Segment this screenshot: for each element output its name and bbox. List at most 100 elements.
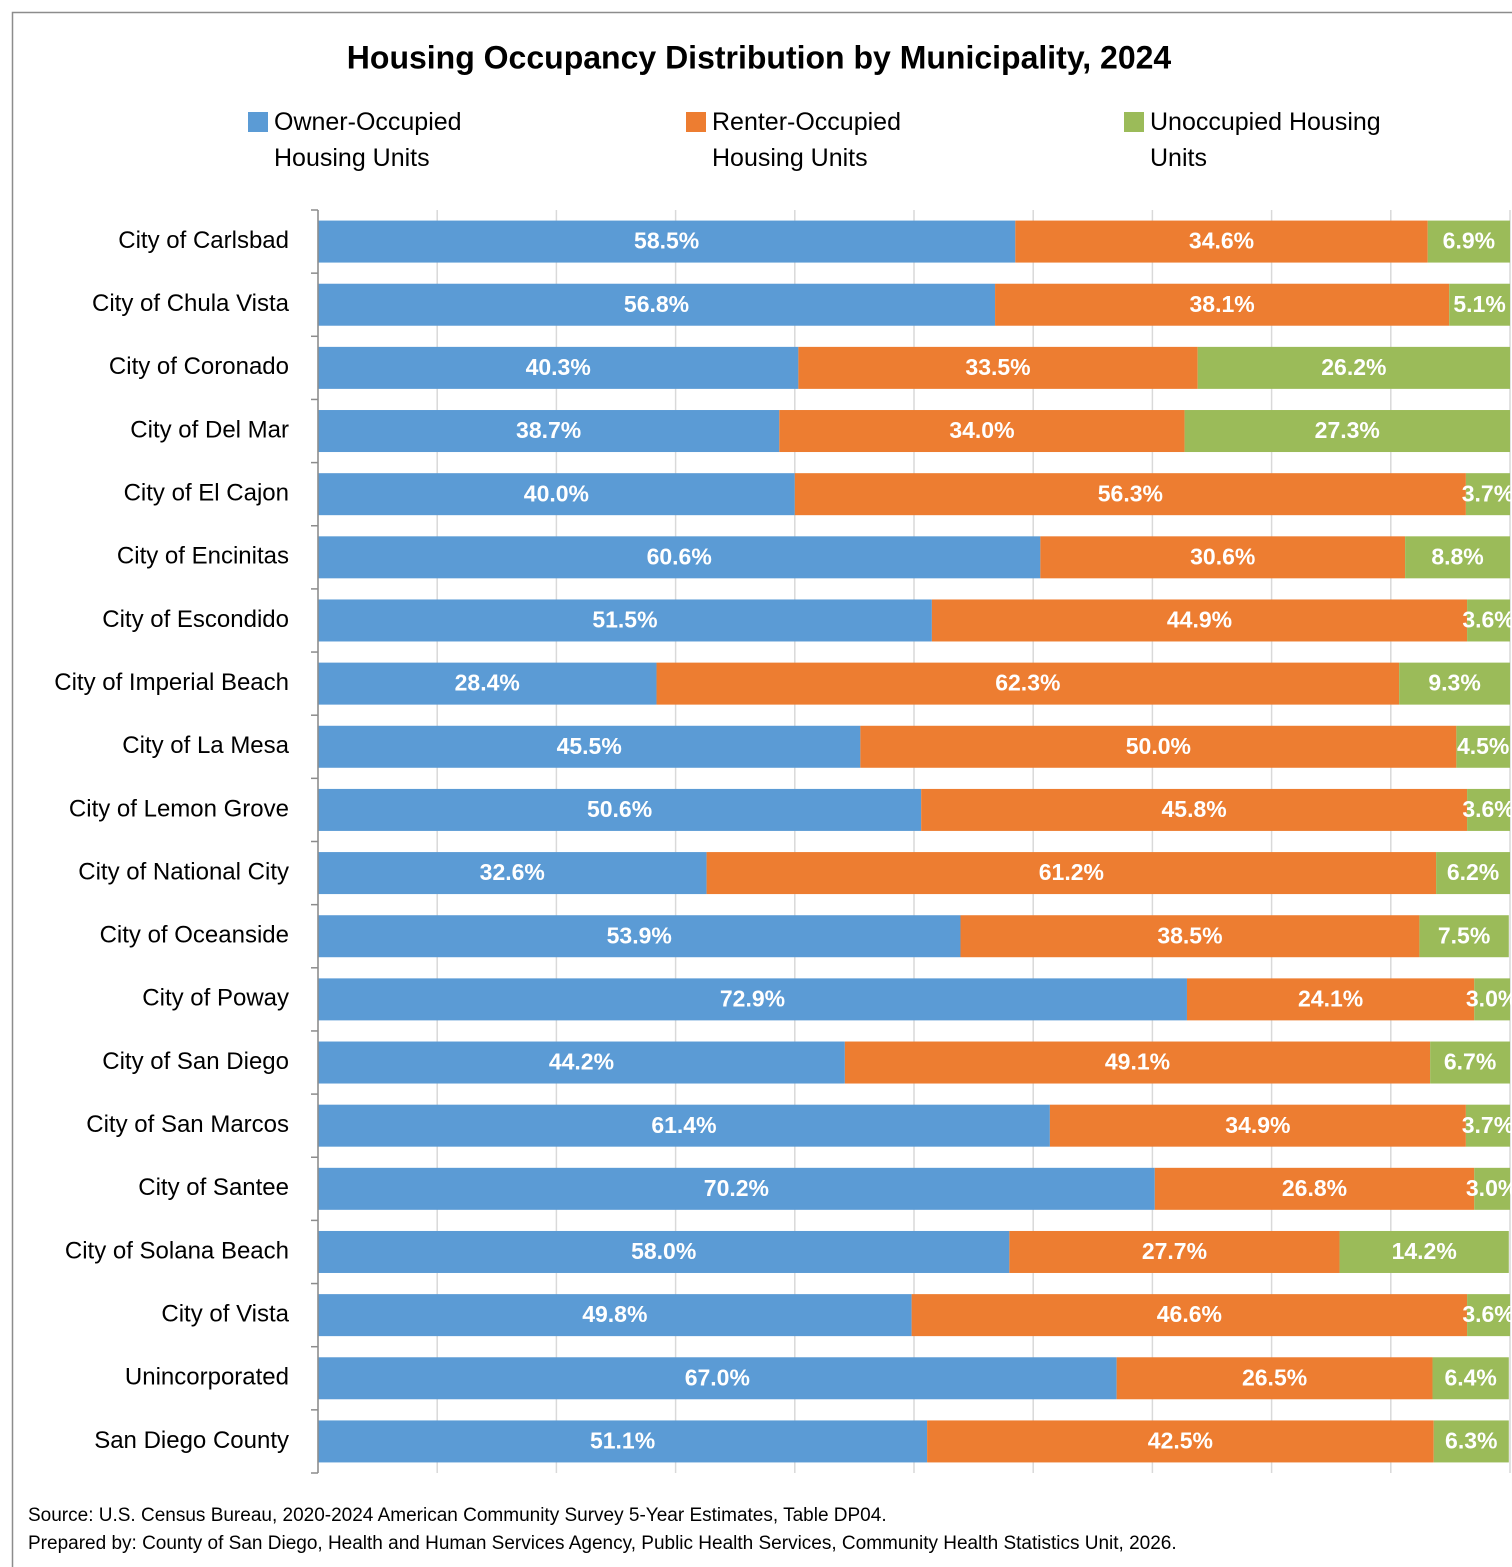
data-label: 14.2% xyxy=(1392,1238,1457,1264)
bar-segment xyxy=(1432,1357,1509,1400)
data-label: 46.6% xyxy=(1157,1301,1222,1327)
bar-segment xyxy=(1456,725,1510,768)
bar-segment xyxy=(318,915,961,958)
bar-segment xyxy=(318,473,795,516)
bar-segment xyxy=(318,410,780,453)
data-label: 3.0% xyxy=(1466,985,1512,1011)
legend-swatch xyxy=(1124,112,1144,132)
bar-segment xyxy=(1116,1357,1433,1400)
bar-segment xyxy=(1430,1041,1510,1084)
bar-segment xyxy=(995,283,1450,326)
y-tick-label: City of Escondido xyxy=(102,606,289,633)
data-label: 27.3% xyxy=(1315,417,1380,443)
y-tick-label: City of San Diego xyxy=(102,1048,289,1075)
data-label: 3.0% xyxy=(1466,1175,1512,1201)
data-label: 6.7% xyxy=(1444,1049,1496,1075)
bar-segment xyxy=(318,1230,1010,1273)
y-tick-label: City of Del Mar xyxy=(130,416,289,443)
bar-segment xyxy=(318,346,799,389)
y-tick-label: City of Coronado xyxy=(109,353,289,380)
legend-swatch xyxy=(248,112,268,132)
data-label: 40.3% xyxy=(526,354,591,380)
bar-segment xyxy=(318,1167,1155,1210)
data-label: 49.1% xyxy=(1105,1049,1170,1075)
data-label: 3.6% xyxy=(1462,607,1512,633)
data-label: 38.5% xyxy=(1157,922,1222,948)
bar-segment xyxy=(318,852,707,895)
data-label: 42.5% xyxy=(1148,1428,1213,1454)
data-label: 26.8% xyxy=(1282,1175,1347,1201)
bar-segment xyxy=(1465,1104,1510,1147)
data-label: 6.9% xyxy=(1443,228,1495,254)
data-label: 3.7% xyxy=(1462,1112,1512,1138)
y-tick-label: City of San Marcos xyxy=(86,1111,289,1138)
bar-segment xyxy=(921,788,1468,831)
data-label: 27.7% xyxy=(1142,1238,1207,1264)
data-label: 56.8% xyxy=(624,291,689,317)
bar-segment xyxy=(1449,283,1510,326)
legend-label: Owner-Occupied Housing Units xyxy=(274,108,462,172)
bar-segment xyxy=(318,1294,912,1337)
data-label: 33.5% xyxy=(965,354,1030,380)
data-label: 45.5% xyxy=(557,733,622,759)
data-label: 72.9% xyxy=(720,985,785,1011)
data-label: 34.6% xyxy=(1189,228,1254,254)
bar-segment xyxy=(318,662,657,705)
bar-segment xyxy=(1474,1167,1510,1210)
y-tick-label: City of La Mesa xyxy=(122,732,289,759)
bar-segment xyxy=(1467,599,1510,642)
bar-segment xyxy=(1399,662,1510,705)
legend-item: Owner-Occupied Housing Units xyxy=(248,104,514,176)
bar-segment xyxy=(779,410,1185,453)
data-label: 38.7% xyxy=(516,417,581,443)
bar-segment xyxy=(318,1420,928,1463)
bar-segment xyxy=(1427,220,1510,263)
data-label: 32.6% xyxy=(480,859,545,885)
data-label: 45.8% xyxy=(1162,796,1227,822)
bar-segment xyxy=(1474,978,1510,1021)
legend-item: Renter-Occupied Housing Units xyxy=(686,104,952,176)
y-tick-label: City of Santee xyxy=(138,1174,289,1201)
data-label: 8.8% xyxy=(1431,543,1483,569)
y-tick-label: City of El Cajon xyxy=(124,480,289,507)
bar-segment xyxy=(1040,536,1406,579)
data-label: 28.4% xyxy=(455,670,520,696)
bar-segment xyxy=(318,1357,1117,1400)
data-label: 70.2% xyxy=(704,1175,769,1201)
data-label: 58.0% xyxy=(631,1238,696,1264)
data-label: 6.3% xyxy=(1445,1428,1497,1454)
bar-segment xyxy=(1186,978,1475,1021)
bar-segment xyxy=(931,599,1468,642)
legend-label: Unoccupied Housing Units xyxy=(1150,108,1381,172)
bar-segment xyxy=(318,788,922,831)
y-tick-label: City of Imperial Beach xyxy=(54,669,289,696)
bar-segment xyxy=(911,1294,1468,1337)
data-label: 4.5% xyxy=(1457,733,1509,759)
data-label: 44.9% xyxy=(1167,607,1232,633)
bar-segment xyxy=(1015,220,1428,263)
bar-segment xyxy=(1184,410,1510,453)
bar-segment xyxy=(860,725,1457,768)
data-label: 26.5% xyxy=(1242,1364,1307,1390)
data-label: 51.5% xyxy=(592,607,657,633)
bar-segment xyxy=(927,1420,1434,1463)
data-label: 50.0% xyxy=(1126,733,1191,759)
bar-segment xyxy=(318,599,932,642)
bar-segment xyxy=(1339,1230,1509,1273)
bar-segment xyxy=(1405,536,1510,579)
data-label: 51.1% xyxy=(590,1428,655,1454)
y-tick-label: City of Oceanside xyxy=(100,922,289,949)
data-label: 6.4% xyxy=(1444,1364,1496,1390)
data-label: 62.3% xyxy=(995,670,1060,696)
legend-item: Unoccupied Housing Units xyxy=(1124,104,1390,176)
data-label: 44.2% xyxy=(549,1049,614,1075)
data-label: 24.1% xyxy=(1298,985,1363,1011)
prepared-note: Prepared by: County of San Diego, Health… xyxy=(28,1533,1177,1554)
y-tick-label: City of Chula Vista xyxy=(92,290,290,317)
data-label: 34.0% xyxy=(949,417,1014,443)
bar-segment xyxy=(1154,1167,1475,1210)
bar-segment xyxy=(794,473,1466,516)
data-label: 34.9% xyxy=(1225,1112,1290,1138)
